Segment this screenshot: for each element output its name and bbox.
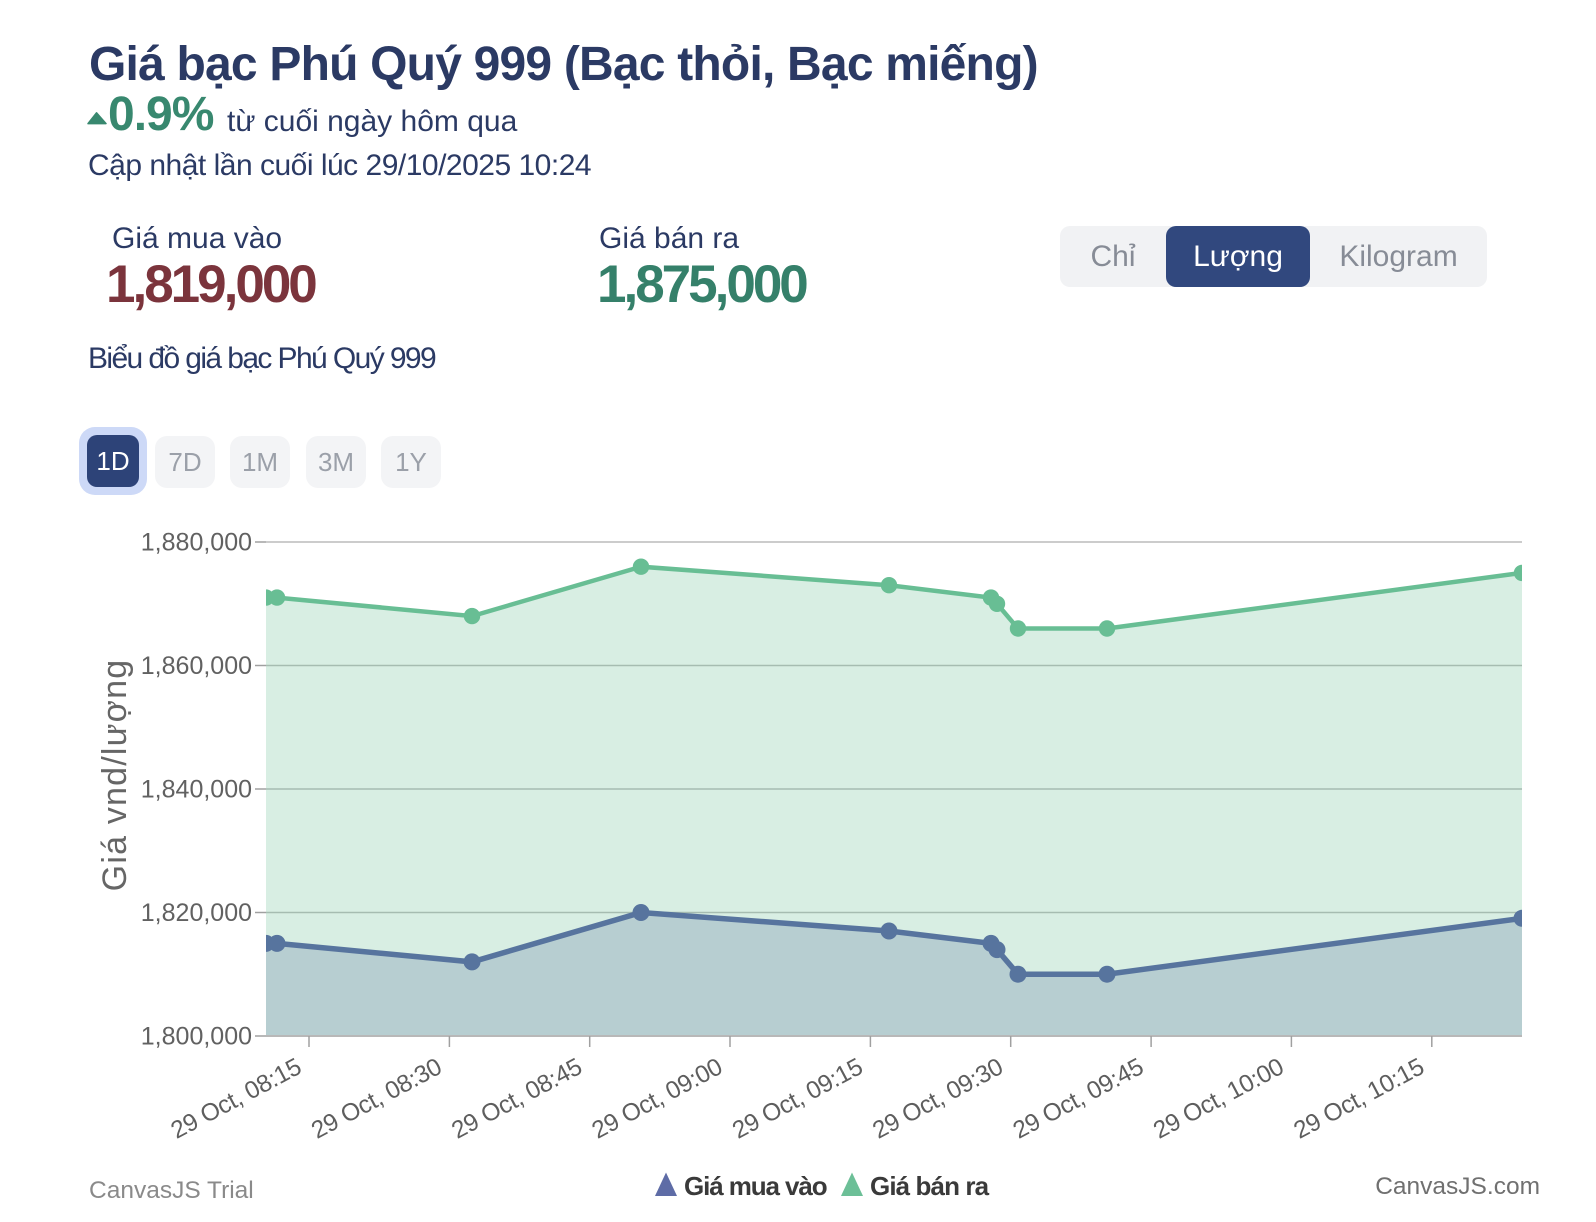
svg-text:Giá bán ra: Giá bán ra (870, 1171, 990, 1201)
svg-text:CanvasJS.com: CanvasJS.com (1375, 1173, 1540, 1200)
svg-text:29 Oct, 09:00: 29 Oct, 09:00 (588, 1053, 727, 1144)
svg-text:1,820,000: 1,820,000 (141, 899, 252, 927)
svg-text:29 Oct, 08:30: 29 Oct, 08:30 (307, 1053, 446, 1144)
svg-text:1,800,000: 1,800,000 (141, 1023, 252, 1051)
svg-text:29 Oct, 09:30: 29 Oct, 09:30 (868, 1053, 1007, 1144)
svg-text:1,840,000: 1,840,000 (141, 776, 252, 804)
svg-text:CanvasJS Trial: CanvasJS Trial (89, 1177, 254, 1204)
svg-text:29 Oct, 08:15: 29 Oct, 08:15 (167, 1053, 306, 1144)
svg-text:29 Oct, 10:00: 29 Oct, 10:00 (1149, 1053, 1288, 1144)
svg-text:29 Oct, 09:15: 29 Oct, 09:15 (728, 1053, 867, 1144)
svg-text:1,880,000: 1,880,000 (141, 529, 252, 557)
svg-text:Giá vnd/lượng: Giá vnd/lượng (96, 659, 134, 892)
svg-text:1,860,000: 1,860,000 (141, 652, 252, 680)
svg-text:29 Oct, 09:45: 29 Oct, 09:45 (1009, 1053, 1148, 1144)
svg-text:Giá mua vào: Giá mua vào (684, 1171, 827, 1201)
svg-text:29 Oct, 08:45: 29 Oct, 08:45 (447, 1053, 586, 1144)
svg-text:29 Oct, 10:15: 29 Oct, 10:15 (1290, 1053, 1429, 1144)
